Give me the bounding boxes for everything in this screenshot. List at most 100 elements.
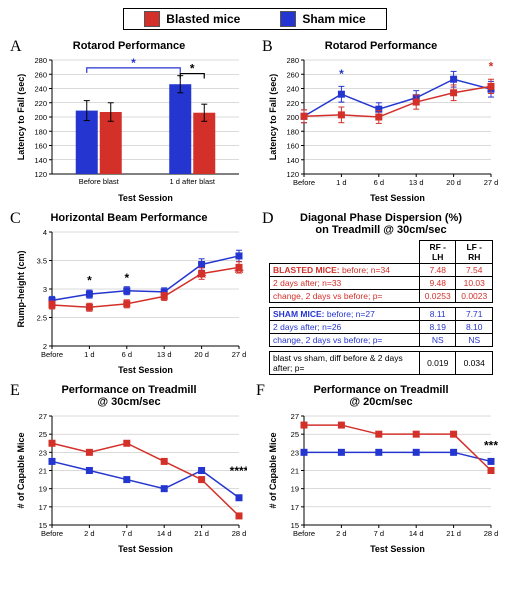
- svg-text:14 d: 14 d: [408, 529, 423, 538]
- panel-A-title: Rotarod Performance: [8, 40, 250, 52]
- svg-text:1 d: 1 d: [336, 178, 346, 187]
- panel-E-label: E: [10, 382, 20, 400]
- svg-text:160: 160: [34, 142, 47, 151]
- panel-C-label: C: [10, 210, 21, 228]
- svg-text:21: 21: [290, 467, 298, 476]
- svg-text:# of Capable Mice: # of Capable Mice: [268, 432, 278, 508]
- panel-F-title-line1: Performance on Treadmill: [313, 384, 448, 396]
- svg-text:*: *: [339, 67, 344, 81]
- panel-E-chart: 15171921232527Before2 d7 d14 d21 d28 d# …: [12, 410, 247, 555]
- panel-C-chart: 22.533.54Before1 d6 d13 d20 d27 dRump-he…: [12, 226, 247, 376]
- panel-E-title-line1: Performance on Treadmill: [61, 384, 196, 396]
- panel-F-chart: 15171921232527Before2 d7 d14 d21 d28 d# …: [264, 410, 499, 555]
- svg-text:120: 120: [34, 170, 47, 179]
- svg-text:220: 220: [34, 99, 47, 108]
- panel-D-title-line2: on Treadmill @ 30cm/sec: [315, 224, 446, 236]
- panel-E-title-line2: @ 30cm/sec: [97, 396, 160, 408]
- svg-text:7 d: 7 d: [121, 529, 131, 538]
- svg-text:6 d: 6 d: [121, 350, 131, 359]
- svg-text:260: 260: [286, 70, 299, 79]
- svg-text:Test Session: Test Session: [370, 544, 425, 554]
- panel-B: B Rotarod Performance 120140160180200220…: [260, 38, 502, 204]
- svg-text:**: **: [196, 271, 206, 285]
- svg-text:****: ****: [229, 464, 246, 478]
- svg-text:*: *: [124, 271, 129, 285]
- svg-text:1 d: 1 d: [84, 350, 94, 359]
- panel-D-table-container: RF - LHLF - RHBLASTED MICE: before; n=34…: [260, 240, 502, 375]
- legend-item-blasted: Blasted mice: [144, 11, 240, 27]
- svg-text:27: 27: [38, 412, 46, 421]
- panel-C-title: Horizontal Beam Performance: [8, 212, 250, 224]
- panel-A-chart: 120140160180200220240260280Before blast1…: [12, 54, 247, 204]
- panel-D-table: RF - LHLF - RHBLASTED MICE: before; n=34…: [269, 240, 493, 375]
- svg-text:13 d: 13 d: [156, 350, 171, 359]
- panel-A-label: A: [10, 38, 22, 56]
- svg-text:27 d: 27 d: [231, 350, 246, 359]
- panel-F: F Performance on Treadmill @ 20cm/sec 15…: [260, 382, 502, 555]
- legend-swatch-red: [144, 11, 160, 27]
- svg-text:Test Session: Test Session: [118, 544, 173, 554]
- svg-text:28 d: 28 d: [231, 529, 246, 538]
- legend-label-sham: Sham mice: [302, 12, 365, 26]
- panel-D-title: Diagonal Phase Dispersion (%) on Treadmi…: [260, 212, 502, 236]
- svg-text:17: 17: [38, 503, 46, 512]
- svg-text:140: 140: [286, 156, 299, 165]
- svg-text:Test Session: Test Session: [118, 193, 173, 203]
- svg-text:Before: Before: [40, 529, 62, 538]
- panel-B-title: Rotarod Performance: [260, 40, 502, 52]
- svg-text:Test Session: Test Session: [370, 193, 425, 203]
- svg-text:7 d: 7 d: [373, 529, 383, 538]
- svg-text:Test Session: Test Session: [118, 365, 173, 375]
- panel-B-label: B: [262, 38, 273, 56]
- svg-text:23: 23: [38, 448, 46, 457]
- svg-text:240: 240: [286, 85, 299, 94]
- panel-F-label: F: [256, 382, 265, 400]
- svg-text:Latency to Fall (sec): Latency to Fall (sec): [16, 74, 26, 161]
- svg-text:280: 280: [34, 56, 47, 65]
- svg-text:*: *: [87, 273, 92, 287]
- panel-C: C Horizontal Beam Performance 22.533.54B…: [8, 210, 250, 376]
- svg-text:21 d: 21 d: [194, 529, 209, 538]
- svg-text:27: 27: [290, 412, 298, 421]
- svg-text:*: *: [488, 60, 493, 74]
- svg-text:180: 180: [286, 127, 299, 136]
- svg-text:1 d after blast: 1 d after blast: [169, 177, 215, 186]
- svg-text:*: *: [189, 62, 194, 76]
- svg-text:**: **: [234, 266, 244, 280]
- panel-D-title-line1: Diagonal Phase Dispersion (%): [300, 212, 462, 224]
- legend-swatch-blue: [280, 11, 296, 27]
- svg-text:4: 4: [42, 228, 46, 237]
- svg-text:Before: Before: [292, 178, 314, 187]
- svg-text:220: 220: [286, 99, 299, 108]
- svg-text:14 d: 14 d: [156, 529, 171, 538]
- svg-text:180: 180: [34, 127, 47, 136]
- svg-text:Before: Before: [40, 350, 62, 359]
- svg-text:28 d: 28 d: [483, 529, 498, 538]
- svg-text:*: *: [131, 56, 136, 70]
- svg-text:19: 19: [290, 485, 298, 494]
- svg-text:2 d: 2 d: [336, 529, 346, 538]
- figure-grid: A Rotarod Performance 120140160180200220…: [8, 38, 502, 555]
- svg-text:Before blast: Before blast: [78, 177, 119, 186]
- svg-text:13 d: 13 d: [408, 178, 423, 187]
- svg-text:***: ***: [483, 439, 497, 453]
- svg-text:20 d: 20 d: [194, 350, 209, 359]
- svg-text:240: 240: [34, 85, 47, 94]
- panel-D-label: D: [262, 210, 274, 228]
- panel-B-chart: 120140160180200220240260280Before1 d6 d1…: [264, 54, 499, 204]
- svg-text:25: 25: [38, 430, 46, 439]
- legend: Blasted mice Sham mice: [123, 8, 386, 30]
- svg-text:27 d: 27 d: [483, 178, 498, 187]
- svg-text:6 d: 6 d: [373, 178, 383, 187]
- svg-text:3: 3: [42, 285, 46, 294]
- svg-text:17: 17: [290, 503, 298, 512]
- svg-text:25: 25: [290, 430, 298, 439]
- legend-item-sham: Sham mice: [280, 11, 365, 27]
- svg-text:Rump-height (cm): Rump-height (cm): [16, 251, 26, 328]
- svg-text:20 d: 20 d: [446, 178, 461, 187]
- svg-text:21: 21: [38, 467, 46, 476]
- panel-E-title: Performance on Treadmill @ 30cm/sec: [8, 384, 250, 408]
- svg-text:140: 140: [34, 156, 47, 165]
- svg-text:Before: Before: [292, 529, 314, 538]
- svg-text:23: 23: [290, 448, 298, 457]
